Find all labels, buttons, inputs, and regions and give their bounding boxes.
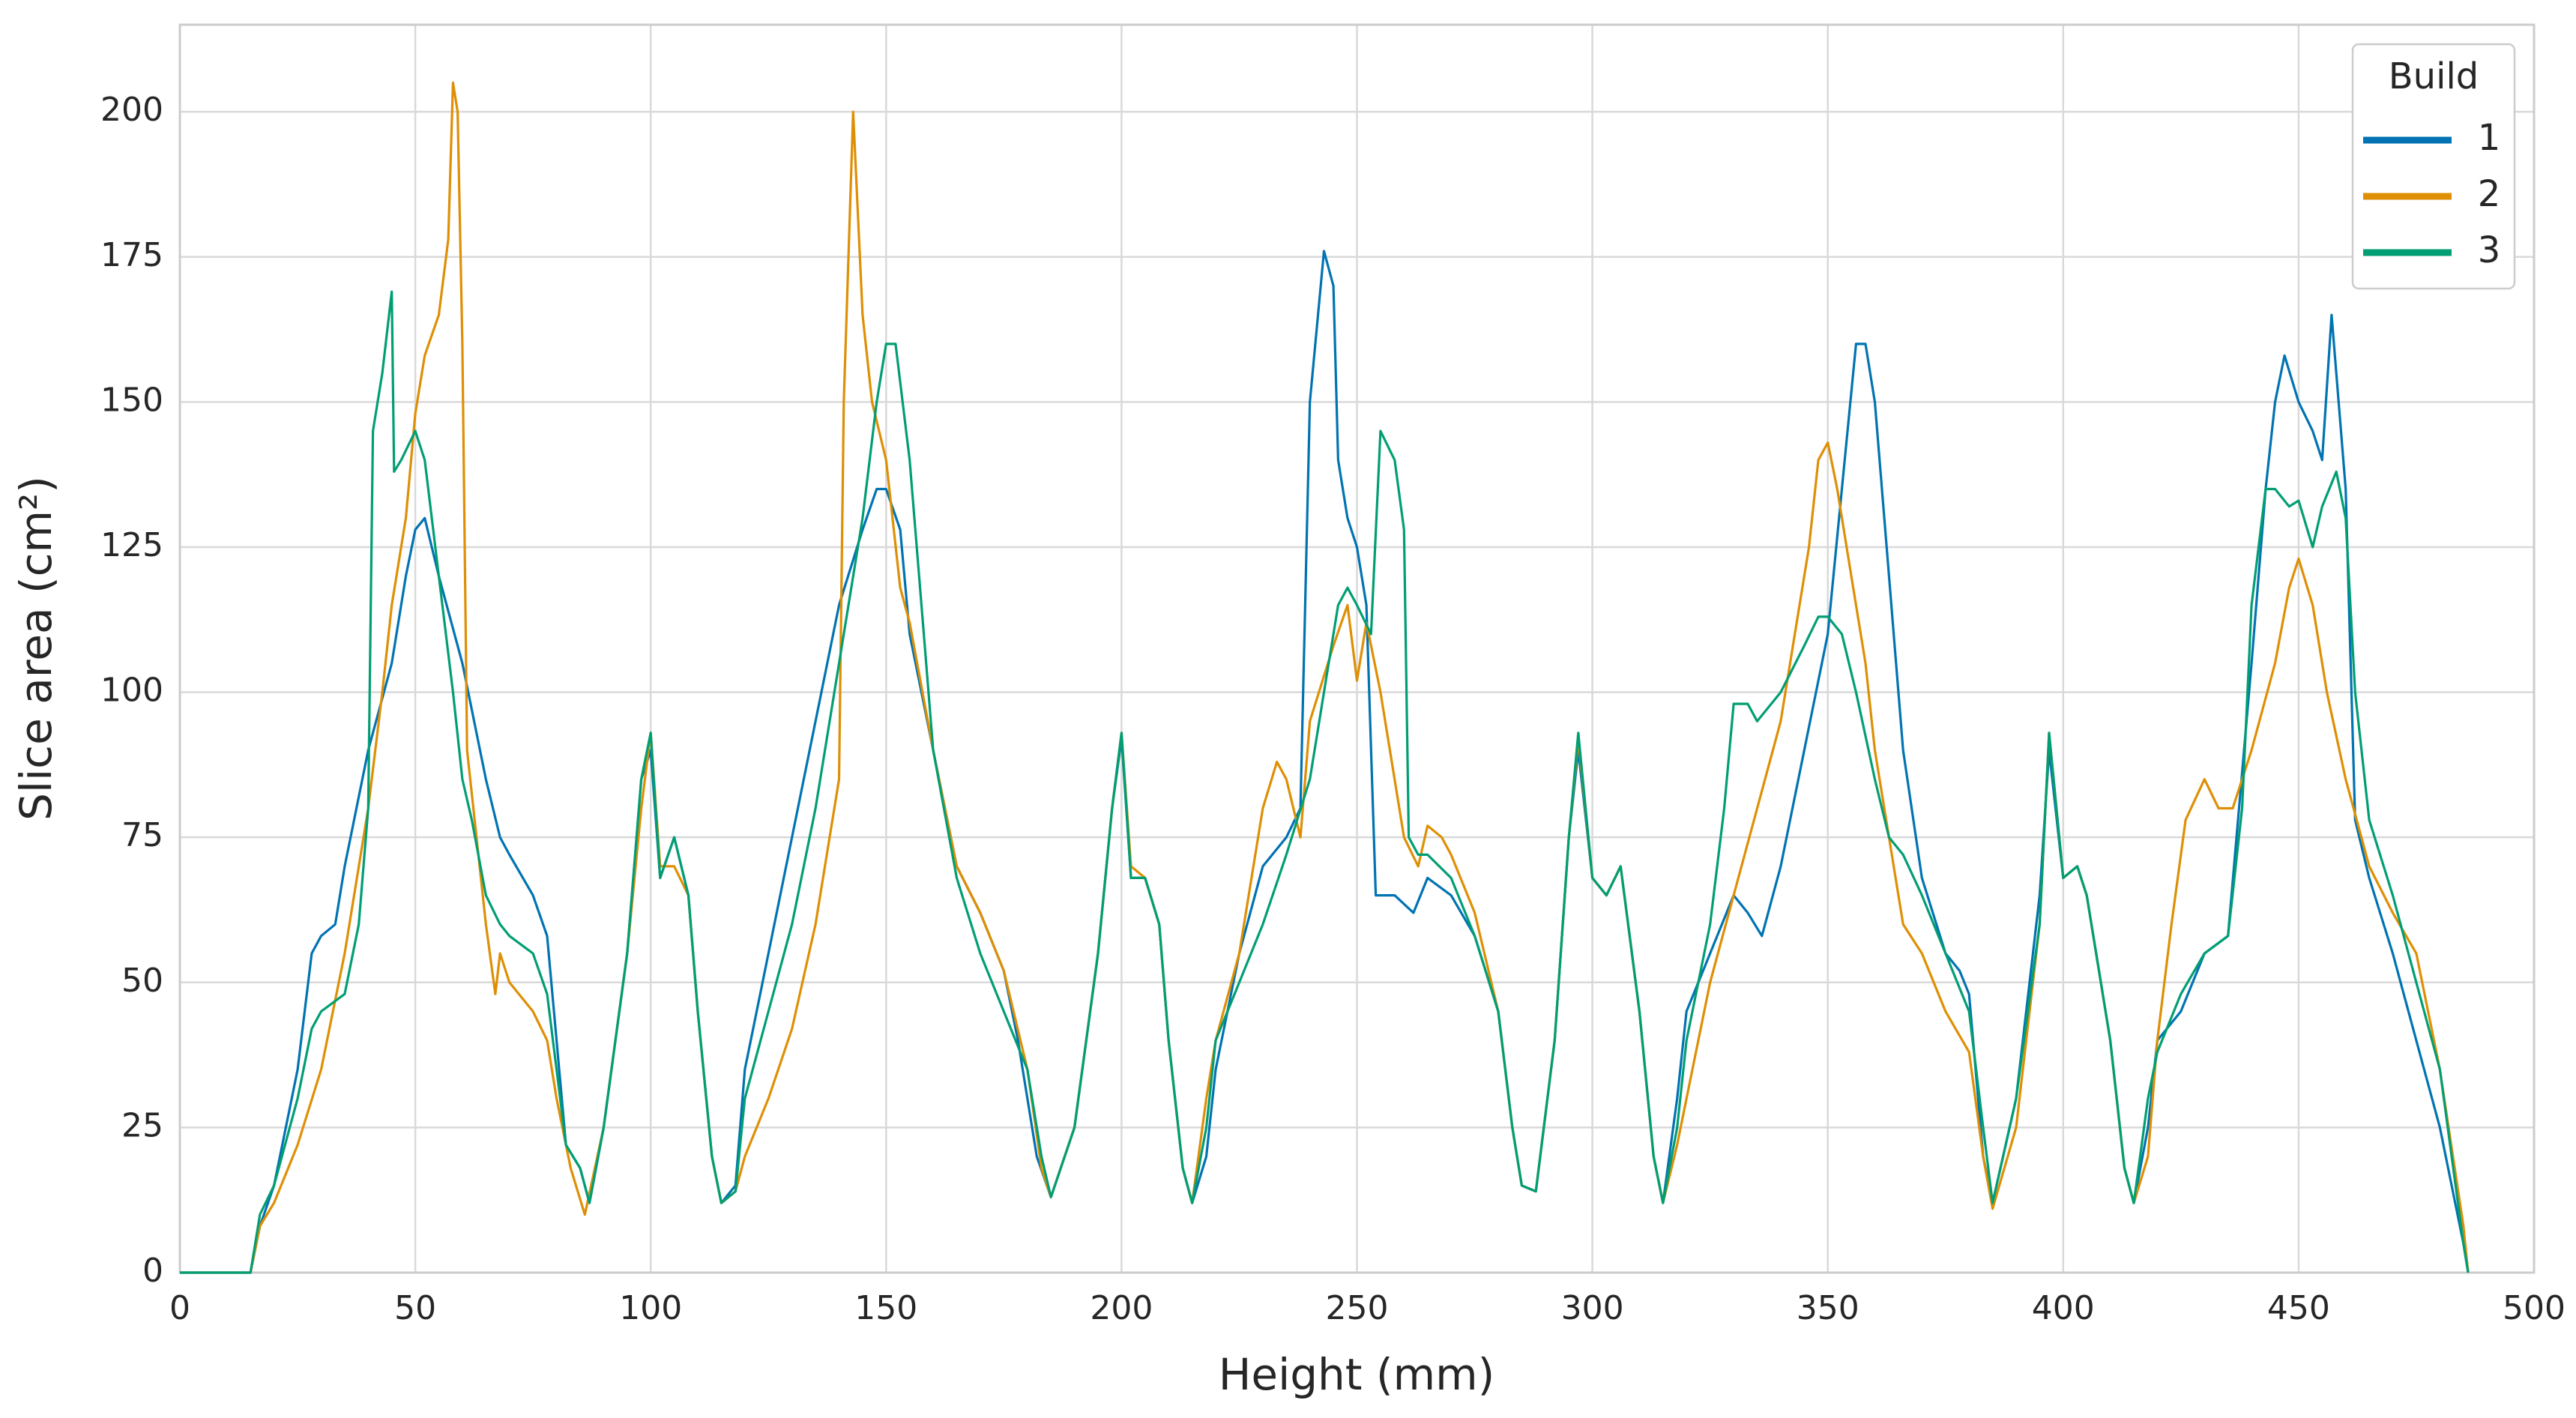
y-tick-label: 200: [100, 91, 163, 129]
y-tick-label: 125: [100, 526, 163, 564]
x-tick-label: 350: [1797, 1289, 1859, 1327]
x-tick-label: 50: [394, 1289, 436, 1327]
axes-frame: [178, 23, 2536, 1274]
x-tick-label: 200: [1090, 1289, 1153, 1327]
x-tick-label: 500: [2503, 1289, 2566, 1327]
x-axis-label: Height (mm): [1219, 1349, 1494, 1400]
x-tick-label: 400: [2032, 1289, 2095, 1327]
y-tick-label: 50: [121, 962, 163, 1000]
legend: Build 1 2 3: [2351, 43, 2516, 290]
legend-label: 2: [2478, 173, 2501, 215]
legend-box: [2351, 43, 2516, 290]
y-tick-label: 25: [121, 1106, 163, 1144]
y-tick-label: 75: [121, 816, 163, 854]
x-tick-label: 150: [854, 1289, 917, 1327]
y-tick-label: 0: [142, 1252, 163, 1290]
x-tick-label: 250: [1326, 1289, 1389, 1327]
legend-title: Build: [2389, 55, 2479, 97]
y-tick-label: 100: [100, 672, 163, 710]
data-line: [180, 290, 2470, 1274]
x-tick-label: 300: [1561, 1289, 1624, 1327]
legend-label: 1: [2478, 117, 2501, 159]
y-tick-label: 175: [100, 236, 163, 274]
x-tick-label: 450: [2267, 1289, 2330, 1327]
y-tick-label: 150: [100, 381, 163, 419]
legend-label: 3: [2478, 229, 2501, 271]
x-tick-label: 100: [619, 1289, 682, 1327]
y-axis-label: Slice area (cm²): [10, 476, 61, 821]
x-tick-label: 0: [169, 1289, 190, 1327]
